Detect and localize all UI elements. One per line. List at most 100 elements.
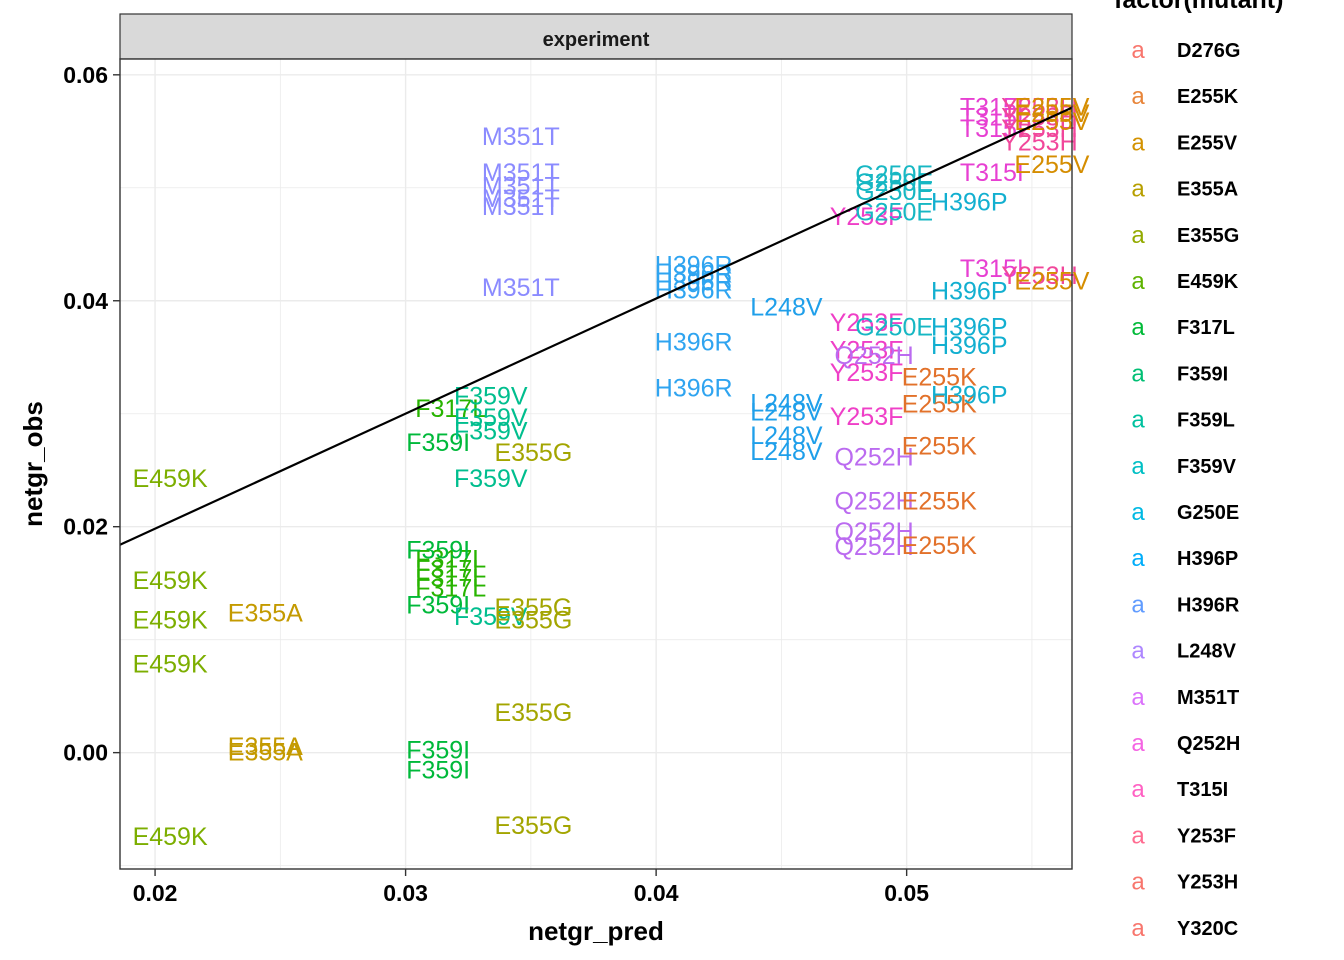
legend-key: a (1131, 822, 1145, 849)
point-label-g250e: G250E (855, 199, 933, 227)
point-label-y253f: Y253F (830, 359, 904, 387)
x-axis-title: netgr_pred (528, 916, 664, 946)
point-label-e459k: E459K (133, 606, 208, 634)
point-label-l248v: L248V (750, 398, 823, 426)
y-tick-label: 0.00 (63, 740, 108, 766)
point-label-e355g: E355G (494, 812, 572, 840)
legend-label-m351t: M351T (1177, 687, 1239, 709)
point-label-e255k: E255K (902, 532, 977, 560)
point-label-m351t: M351T (482, 159, 560, 187)
legend-label-y253h: Y253H (1177, 872, 1238, 894)
legend-label-e355g: E355G (1177, 225, 1239, 247)
legend-key: a (1131, 37, 1145, 64)
point-label-h396p: H396P (931, 382, 1007, 410)
point-label-h396r: H396R (655, 328, 733, 356)
point-label-e355g: E355G (494, 594, 572, 622)
legend-label-d276g: D276G (1177, 40, 1240, 62)
point-label-f317l: F317L (415, 565, 486, 593)
legend-label-l248v: L248V (1177, 641, 1237, 663)
point-label-h396r: H396R (655, 375, 733, 403)
point-label-h396p: H396P (931, 314, 1007, 342)
legend-label-y320c: Y320C (1177, 918, 1238, 940)
point-labels: E459KE459KE459KE459KE459KE355AE355AE355A… (133, 93, 1090, 851)
point-label-e355g: E355G (494, 699, 572, 727)
point-label-t315i: T315I (960, 159, 1024, 187)
point-label-e459k: E459K (133, 465, 208, 493)
point-label-g250e: G250E (855, 314, 933, 342)
legend-label-f317l: F317L (1177, 317, 1235, 339)
legend-label-e355a: E355A (1177, 179, 1238, 201)
point-label-l248v: L248V (750, 422, 823, 450)
legend-key: a (1131, 407, 1145, 434)
legend-key: a (1131, 684, 1145, 711)
x-tick-label: 0.02 (133, 880, 178, 906)
facet-label: experiment (543, 29, 650, 51)
point-label-m351t: M351T (482, 185, 560, 213)
point-label-q252h: Q252H (834, 444, 913, 472)
point-label-f359v: F359V (454, 603, 528, 631)
point-label-e355g: E355G (494, 439, 572, 467)
legend-label-f359l: F359L (1177, 410, 1235, 432)
point-label-e255k: E255K (902, 363, 977, 391)
point-label-y253h: Y253H (1001, 262, 1077, 290)
y-tick-label: 0.06 (63, 62, 108, 88)
legend-items: a D276G a E255K a E255V a E355A a E355G a E459K a F31… (1131, 37, 1240, 942)
point-label-t315i: T315I (960, 115, 1024, 143)
y-tick-label: 0.04 (63, 288, 108, 314)
legend-label-q252h: Q252H (1177, 733, 1240, 755)
legend-key: a (1131, 360, 1145, 387)
point-label-t315i: T315I (960, 93, 1024, 121)
point-label-f359v: F359V (454, 383, 528, 411)
point-label-l248v: L248V (750, 293, 823, 321)
point-label-e255k: E255K (902, 488, 977, 516)
x-tick-label: 0.03 (383, 880, 428, 906)
point-label-f317l: F317L (415, 545, 486, 573)
legend-key: a (1131, 545, 1145, 572)
point-label-e459k: E459K (133, 650, 208, 678)
point-label-g250e: G250E (855, 169, 933, 197)
legend-key: a (1131, 638, 1145, 665)
point-label-y253h: Y253H (1001, 104, 1077, 132)
point-label-f359i: F359I (406, 757, 470, 785)
point-label-e255v: E255V (1014, 151, 1089, 179)
point-label-y253f: Y253F (830, 403, 904, 431)
point-label-e255v: E255V (1014, 267, 1089, 295)
legend-title: factor(mutant) (1114, 0, 1283, 14)
point-label-m351t: M351T (482, 193, 560, 221)
legend-label-t315i: T315I (1177, 779, 1228, 801)
legend-label-e255k: E255K (1177, 86, 1239, 108)
legend-key: a (1131, 499, 1145, 526)
x-axis: 0.02 0.03 0.04 0.05 (133, 869, 929, 906)
point-label-g250e: G250E (855, 161, 933, 189)
point-label-f359i: F359I (406, 536, 470, 564)
legend-label-h396p: H396P (1177, 548, 1238, 570)
point-label-m351t: M351T (482, 123, 560, 151)
point-label-f359i: F359I (406, 592, 470, 620)
legend-key: a (1131, 776, 1145, 803)
point-label-e459k: E459K (133, 823, 208, 851)
point-label-m351t: M351T (482, 274, 560, 302)
legend-key: a (1131, 869, 1145, 896)
point-label-f317l: F317L (415, 575, 486, 603)
point-label-h396r: H396R (655, 261, 733, 289)
grid-major (120, 59, 1072, 869)
point-label-f359v: F359V (454, 418, 528, 446)
plot-panel-background (120, 59, 1072, 869)
point-label-h396p: H396P (931, 332, 1007, 360)
legend-label-h396r: H396R (1177, 594, 1240, 616)
point-label-h396r: H396R (655, 269, 733, 297)
legend-key: a (1131, 222, 1145, 249)
point-label-h396r: H396R (655, 252, 733, 280)
y-axis-title: netgr_obs (18, 401, 48, 527)
point-label-q252h: Q252H (834, 488, 913, 516)
x-tick-label: 0.04 (634, 880, 679, 906)
legend-label-e255v: E255V (1177, 132, 1238, 154)
legend-label-e459k: E459K (1177, 271, 1239, 293)
legend-key: a (1131, 176, 1145, 203)
point-label-f359v: F359V (454, 465, 528, 493)
point-label-f359i: F359I (406, 736, 470, 764)
point-label-h396p: H396P (931, 278, 1007, 306)
point-label-y253h: Y253H (1001, 115, 1077, 143)
